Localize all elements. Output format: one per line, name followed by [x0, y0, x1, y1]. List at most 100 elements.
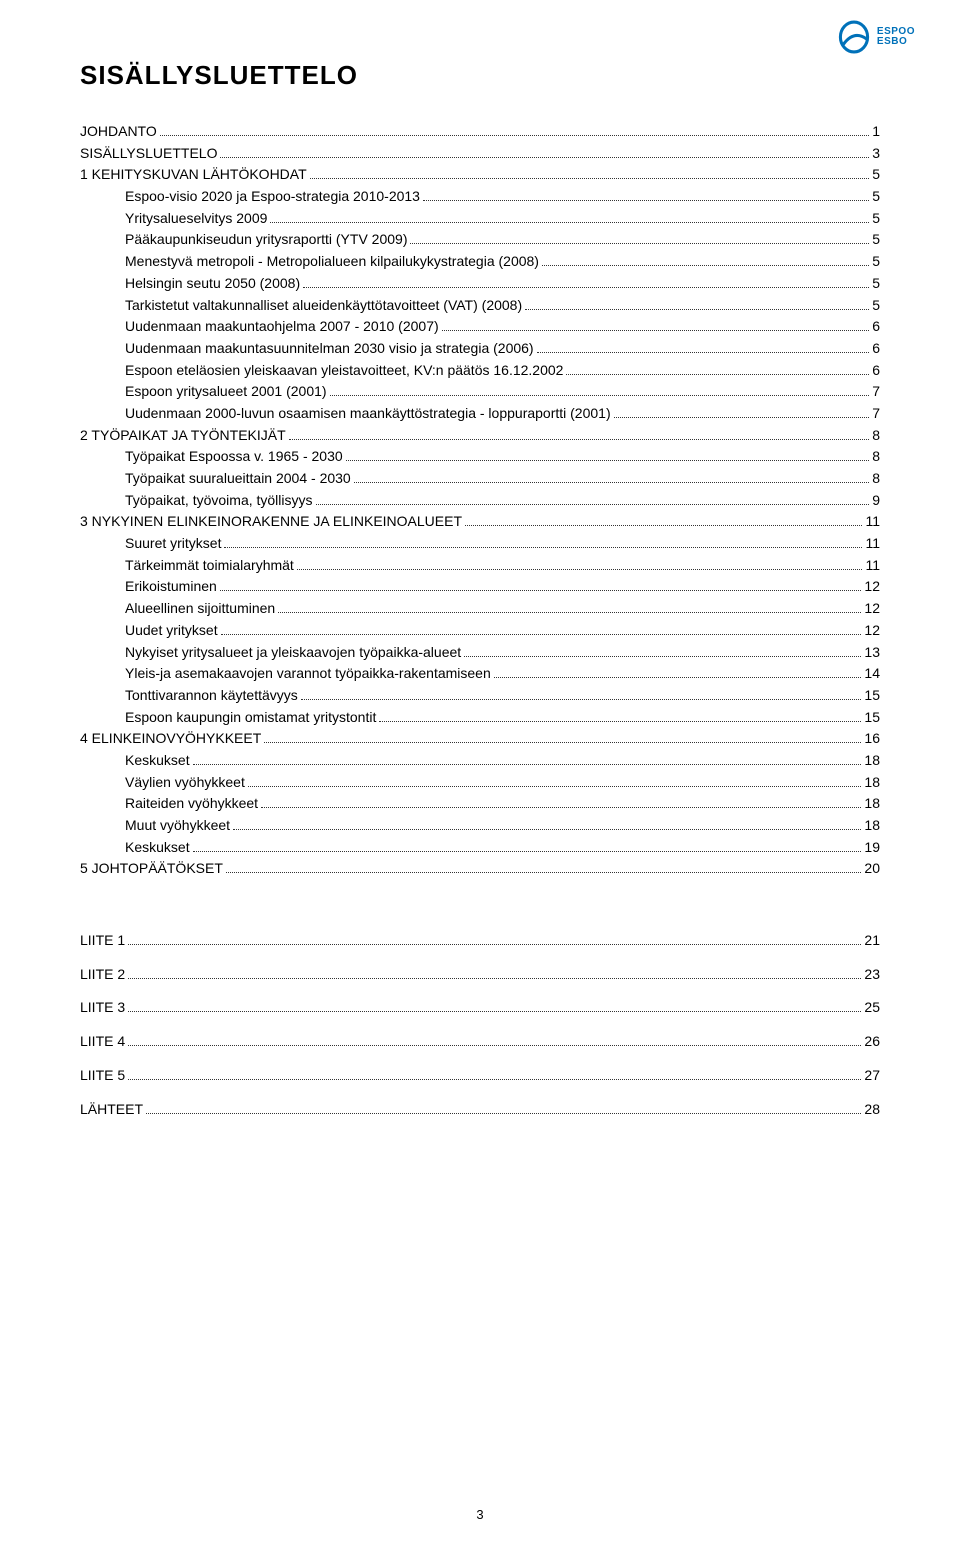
toc-row: Väylien vyöhykkeet 18 [125, 772, 880, 794]
toc-page-number: 6 [872, 338, 880, 360]
toc-label: Väylien vyöhykkeet [125, 772, 245, 794]
toc-row: LÄHTEET 28 [80, 1099, 880, 1121]
toc-leader-dots [261, 807, 861, 808]
toc-row: Uudet yritykset12 [125, 620, 880, 642]
toc-leader-dots [128, 944, 861, 945]
toc-main: JOHDANTO1SISÄLLYSLUETTELO31 KEHITYSKUVAN… [80, 121, 880, 880]
toc-page-number: 5 [872, 164, 880, 186]
toc-page-number: 26 [864, 1031, 880, 1053]
toc-leader-dots [226, 872, 862, 873]
toc-label: Työpaikat Espoossa v. 1965 - 2030 [125, 446, 343, 468]
toc-label: LIITE 2 [80, 964, 125, 986]
toc-row: Tonttivarannon käytettävyys15 [125, 685, 880, 707]
toc-page-number: 9 [872, 490, 880, 512]
toc-row: LIITE 5 27 [80, 1065, 880, 1087]
toc-label: LIITE 3 [80, 997, 125, 1019]
toc-row: Espoo-visio 2020 ja Espoo-strategia 2010… [125, 186, 880, 208]
toc-label: Yritysalueselvitys 2009 [125, 208, 267, 230]
toc-label: LIITE 1 [80, 930, 125, 952]
toc-leader-dots [346, 460, 870, 461]
toc-page-number: 12 [864, 576, 880, 598]
toc-label: Keskukset [125, 837, 190, 859]
toc-page-number: 12 [864, 598, 880, 620]
toc-row: 2 TYÖPAIKAT JA TYÖNTEKIJÄT 8 [80, 425, 880, 447]
toc-label: Espoon eteläosien yleiskaavan yleistavoi… [125, 360, 563, 382]
toc-row: Työpaikat suuralueittain 2004 - 20308 [125, 468, 880, 490]
toc-page-number: 6 [872, 360, 880, 382]
toc-leader-dots [301, 699, 862, 700]
toc-row: Keskukset 19 [125, 837, 880, 859]
toc-page-number: 18 [864, 772, 880, 794]
toc-leader-dots [128, 1011, 861, 1012]
toc-label: Uudet yritykset [125, 620, 218, 642]
toc-page-number: 15 [864, 707, 880, 729]
toc-row: Nykyiset yritysalueet ja yleiskaavojen t… [125, 642, 880, 664]
toc-leader-dots [423, 200, 869, 201]
toc-label: Yleis-ja asemakaavojen varannot työpaikk… [125, 663, 491, 685]
toc-leader-dots [410, 243, 869, 244]
toc-leader-dots [220, 590, 862, 591]
page-title: SISÄLLYSLUETTELO [80, 60, 880, 91]
toc-appendix: LIITE 121LIITE 223LIITE 325LIITE 426LIIT… [80, 930, 880, 1120]
toc-row: JOHDANTO1 [80, 121, 880, 143]
toc-page-number: 5 [872, 295, 880, 317]
toc-leader-dots [270, 222, 869, 223]
toc-page-number: 14 [864, 663, 880, 685]
toc-page-number: 18 [864, 793, 880, 815]
toc-leader-dots [614, 417, 870, 418]
toc-label: 2 TYÖPAIKAT JA TYÖNTEKIJÄT [80, 425, 286, 447]
toc-page-number: 5 [872, 229, 880, 251]
toc-page-number: 6 [872, 316, 880, 338]
toc-leader-dots [220, 157, 869, 158]
toc-label: Työpaikat suuralueittain 2004 - 2030 [125, 468, 351, 490]
toc-page-number: 7 [872, 403, 880, 425]
toc-page-number: 27 [864, 1065, 880, 1087]
toc-label: Keskukset [125, 750, 190, 772]
brand-logo: ESPOO ESBO [837, 20, 915, 54]
toc-page-number: 20 [864, 858, 880, 880]
toc-page-number: 5 [872, 251, 880, 273]
toc-page-number: 8 [872, 425, 880, 447]
toc-page-number: 18 [864, 750, 880, 772]
toc-page-number: 25 [864, 997, 880, 1019]
page-number-footer: 3 [0, 1507, 960, 1522]
toc-page-number: 8 [872, 446, 880, 468]
toc-page-number: 3 [872, 143, 880, 165]
toc-leader-dots [233, 829, 861, 830]
toc-leader-dots [128, 978, 861, 979]
toc-leader-dots [525, 309, 869, 310]
toc-row: LIITE 223 [80, 964, 880, 986]
toc-leader-dots [128, 1079, 861, 1080]
toc-row: Pääkaupunkiseudun yritysraportti (YTV 20… [125, 229, 880, 251]
toc-leader-dots [316, 504, 870, 505]
toc-row: Helsingin seutu 2050 (2008)5 [125, 273, 880, 295]
toc-leader-dots [310, 178, 870, 179]
toc-label: Alueellinen sijoittuminen [125, 598, 275, 620]
toc-page-number: 19 [864, 837, 880, 859]
toc-page-number: 13 [864, 642, 880, 664]
toc-page-number: 28 [864, 1099, 880, 1121]
toc-leader-dots [160, 135, 869, 136]
toc-label: Menestyvä metropoli - Metropolialueen ki… [125, 251, 539, 273]
toc-label: Nykyiset yritysalueet ja yleiskaavojen t… [125, 642, 461, 664]
toc-label: Raiteiden vyöhykkeet [125, 793, 258, 815]
toc-leader-dots [566, 374, 869, 375]
logo-icon [837, 20, 871, 54]
toc-page-number: 15 [864, 685, 880, 707]
toc-row: 1 KEHITYSKUVAN LÄHTÖKOHDAT5 [80, 164, 880, 186]
toc-leader-dots [537, 352, 870, 353]
toc-label: Pääkaupunkiseudun yritysraportti (YTV 20… [125, 229, 407, 251]
toc-label: LÄHTEET [80, 1099, 143, 1121]
toc-leader-dots [354, 482, 869, 483]
toc-row: Raiteiden vyöhykkeet 18 [125, 793, 880, 815]
toc-row: SISÄLLYSLUETTELO3 [80, 143, 880, 165]
toc-leader-dots [465, 525, 862, 526]
toc-page-number: 7 [872, 381, 880, 403]
logo-text: ESPOO ESBO [877, 27, 915, 47]
toc-leader-dots [379, 721, 861, 722]
toc-leader-dots [289, 439, 870, 440]
toc-row: Työpaikat, työvoima, työllisyys9 [125, 490, 880, 512]
toc-row: Alueellinen sijoittuminen 12 [125, 598, 880, 620]
toc-label: LIITE 5 [80, 1065, 125, 1087]
toc-label: Muut vyöhykkeet [125, 815, 230, 837]
